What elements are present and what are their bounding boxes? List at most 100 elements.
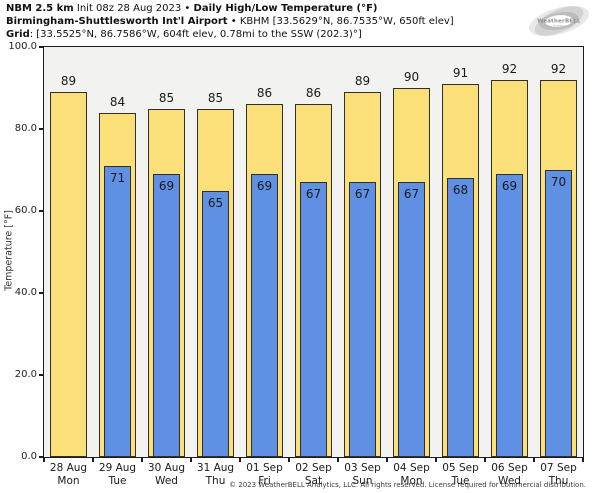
x-tick-mark bbox=[43, 458, 45, 462]
low-value-label: 67 bbox=[305, 187, 322, 202]
x-tick-day: Tue bbox=[451, 475, 470, 487]
title-line-3: Grid: [33.5525°N, 86.7586°W, 604ft elev,… bbox=[6, 28, 454, 41]
product-name: Daily High/Low Temperature (°F) bbox=[193, 3, 378, 14]
y-tick-label: 40.0 bbox=[14, 287, 37, 298]
x-tick-date: 01 Sep bbox=[246, 462, 283, 474]
logo-brand-text: WeatherBELL bbox=[537, 19, 581, 25]
x-tick-day: Mon bbox=[400, 475, 423, 487]
x-tick-label: 07 Sep Thu bbox=[534, 462, 583, 488]
grid-label: Grid bbox=[6, 29, 30, 40]
station-name: Birmingham-Shuttlesworth Int'l Airport bbox=[6, 16, 228, 27]
x-tick-mark bbox=[190, 458, 192, 462]
x-tick-label: 29 Aug Tue bbox=[93, 462, 142, 488]
y-tick-mark bbox=[39, 46, 43, 48]
model-name: NBM 2.5 km bbox=[6, 3, 74, 14]
copyright-text: © 2023 WeatherBELL Analytics, LLC. All r… bbox=[229, 481, 586, 489]
x-tick-date: 30 Aug bbox=[147, 462, 186, 474]
x-tick-date: 05 Sep bbox=[442, 462, 479, 474]
logo-sub-text: Analytics LLC bbox=[553, 24, 573, 28]
low-value-label: 68 bbox=[452, 183, 469, 198]
y-tick-mark bbox=[39, 292, 43, 294]
low-bar bbox=[398, 182, 425, 457]
y-tick-mark bbox=[39, 210, 43, 212]
x-tick-label: 02 Sep Sat bbox=[289, 462, 338, 488]
x-tick-date: 07 Sep bbox=[540, 462, 577, 474]
high-value-label: 86 bbox=[305, 86, 322, 101]
x-tick-mark bbox=[435, 458, 437, 462]
low-bar bbox=[349, 182, 376, 457]
x-tick-mark bbox=[337, 458, 339, 462]
station-details: • KBHM [33.5629°N, 86.7535°W, 650ft elev… bbox=[227, 16, 454, 27]
high-value-label: 86 bbox=[256, 86, 273, 101]
chart-title-block: NBM 2.5 km Init 08z 28 Aug 2023 • Daily … bbox=[6, 2, 454, 41]
high-value-label: 85 bbox=[158, 90, 175, 105]
x-tick-label: 05 Sep Tue bbox=[436, 462, 485, 488]
y-tick-label: 60.0 bbox=[14, 205, 37, 216]
grid-details: : [33.5525°N, 86.7586°W, 604ft elev, 0.7… bbox=[29, 29, 362, 40]
low-value-label: 69 bbox=[158, 179, 175, 194]
x-tick-day: Sun bbox=[352, 475, 373, 487]
x-tick-mark bbox=[288, 458, 290, 462]
low-value-label: 67 bbox=[403, 187, 420, 202]
x-tick-mark bbox=[141, 458, 143, 462]
title-line-2: Birmingham-Shuttlesworth Int'l Airport •… bbox=[6, 15, 454, 28]
x-tick-label: 30 Aug Wed bbox=[142, 462, 191, 488]
low-value-label: 69 bbox=[256, 179, 273, 194]
x-tick-label: 03 Sep Sun bbox=[338, 462, 387, 488]
x-tick-date: 28 Aug bbox=[49, 462, 88, 474]
x-tick-label: 06 Sep Wed bbox=[485, 462, 534, 488]
low-bar bbox=[545, 170, 572, 457]
x-tick-label: 01 Sep Fri bbox=[240, 462, 289, 488]
high-value-label: 89 bbox=[60, 74, 77, 89]
x-tick-date: 06 Sep bbox=[491, 462, 528, 474]
x-tick-mark bbox=[582, 458, 584, 462]
low-value-label: 67 bbox=[354, 187, 371, 202]
x-tick-day: Mon bbox=[57, 475, 80, 487]
x-tick-mark bbox=[92, 458, 94, 462]
low-bar bbox=[496, 174, 523, 457]
y-tick-mark bbox=[39, 128, 43, 130]
x-tick-label: 28 Aug Mon bbox=[44, 462, 93, 488]
high-value-label: 91 bbox=[452, 65, 469, 80]
low-bar bbox=[447, 178, 474, 457]
x-tick-date: 04 Sep bbox=[393, 462, 430, 474]
x-tick-day: Thu bbox=[205, 475, 226, 487]
low-value-label: 70 bbox=[550, 175, 567, 189]
low-value-label: 69 bbox=[501, 179, 518, 194]
low-bar bbox=[104, 165, 131, 457]
plot-area: 89 84 71 85 69 85 65 86 69 86 67 89 67 90 67 91 68 92 69 92… bbox=[43, 46, 584, 458]
x-tick-day: Sat bbox=[304, 475, 323, 487]
high-bar bbox=[50, 92, 87, 457]
x-tick-label: 31 Aug Thu bbox=[191, 462, 240, 488]
low-bar bbox=[300, 182, 327, 457]
init-time: Init 08z 28 Aug 2023 • bbox=[73, 3, 194, 14]
x-tick-day: Thu bbox=[548, 475, 569, 487]
x-tick-date: 31 Aug bbox=[196, 462, 235, 474]
title-line-1: NBM 2.5 km Init 08z 28 Aug 2023 • Daily … bbox=[6, 2, 454, 15]
y-tick-mark bbox=[39, 456, 43, 458]
y-tick-label: 20.0 bbox=[14, 369, 37, 380]
high-value-label: 90 bbox=[403, 70, 420, 84]
high-value-label: 84 bbox=[109, 94, 126, 109]
low-bar bbox=[202, 190, 229, 457]
low-bar bbox=[251, 174, 278, 457]
high-value-label: 92 bbox=[501, 61, 518, 76]
weatherbell-logo-icon: WeatherBELL Analytics LLC bbox=[528, 5, 590, 37]
y-tick-label: 80.0 bbox=[14, 123, 37, 134]
x-tick-mark bbox=[386, 458, 388, 462]
x-tick-date: 03 Sep bbox=[344, 462, 381, 474]
x-tick-day: Fri bbox=[258, 475, 271, 487]
y-tick-mark bbox=[39, 374, 43, 376]
high-value-label: 85 bbox=[207, 90, 224, 105]
high-value-label: 92 bbox=[550, 61, 567, 76]
x-tick-date: 29 Aug bbox=[98, 462, 137, 474]
y-tick-label: 0.0 bbox=[21, 451, 37, 462]
x-tick-label: 04 Sep Mon bbox=[387, 462, 436, 488]
x-tick-mark bbox=[533, 458, 535, 462]
high-value-label: 89 bbox=[354, 74, 371, 89]
x-tick-mark bbox=[239, 458, 241, 462]
low-bar bbox=[153, 174, 180, 457]
x-tick-mark bbox=[484, 458, 486, 462]
x-tick-date: 02 Sep bbox=[295, 462, 332, 474]
